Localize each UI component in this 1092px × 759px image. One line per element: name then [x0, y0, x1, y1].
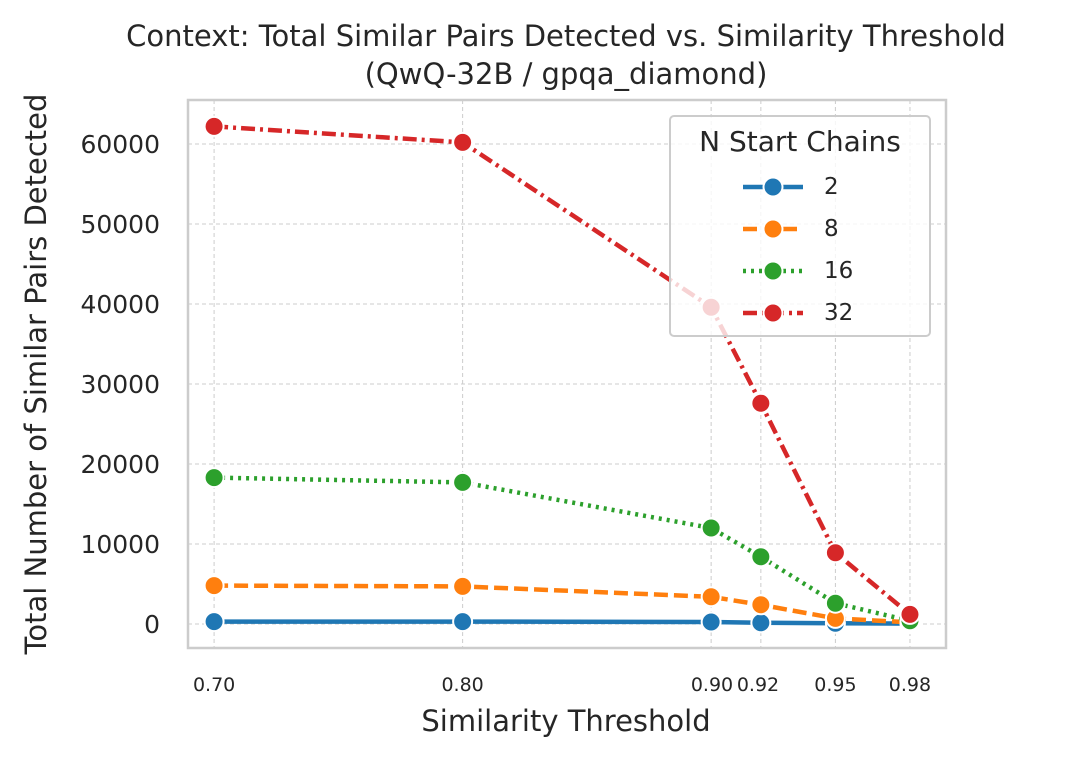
legend-label: 8 — [824, 216, 839, 242]
y-tick-label: 60000 — [80, 130, 160, 159]
data-point-2 — [203, 611, 225, 633]
legend-swatch — [743, 176, 803, 198]
x-tick-label: 0.90 — [691, 674, 733, 696]
chart-title: Context: Total Similar Pairs Detected vs… — [126, 19, 1006, 53]
data-point-8 — [452, 575, 474, 597]
data-point-8 — [700, 586, 722, 608]
data-point-16 — [452, 471, 474, 493]
legend: N Start Chains 2 8 16 32 — [669, 115, 931, 337]
chart-subtitle: (QwQ-32B / gpqa_diamond) — [365, 57, 768, 91]
legend-label: 16 — [824, 258, 854, 284]
data-point-32 — [203, 115, 225, 137]
data-point-16 — [824, 592, 846, 614]
data-point-8 — [203, 575, 225, 597]
legend-marker — [762, 302, 784, 324]
data-point-2 — [700, 611, 722, 633]
data-point-32 — [824, 542, 846, 564]
legend-swatch — [743, 302, 803, 324]
y-tick-label: 20000 — [80, 450, 160, 479]
data-point-2 — [750, 612, 772, 634]
series-line-16 — [214, 475, 911, 623]
axes: 0 10000 20000 30000 40000 50000 60000 0.70 0.80 0… — [80, 98, 948, 696]
legend-entry-16: 16 — [671, 251, 929, 291]
y-tick-label: 10000 — [80, 530, 160, 559]
x-tick-label: 0.95 — [814, 674, 856, 696]
legend-entry-8: 8 — [671, 209, 929, 249]
series-layer — [203, 115, 921, 635]
data-point-16 — [750, 546, 772, 568]
plot-frame — [186, 98, 948, 650]
series-line-8 — [214, 583, 911, 625]
y-tick-label: 30000 — [80, 370, 160, 399]
y-tick-label: 0 — [144, 610, 160, 639]
y-tick-label: 50000 — [80, 210, 160, 239]
x-tick-label: 0.70 — [193, 674, 235, 696]
x-tick-label: 0.92 — [737, 674, 779, 696]
series-line-32 — [213, 124, 912, 617]
data-point-16 — [700, 517, 722, 539]
legend-label: 32 — [824, 300, 854, 326]
data-point-16 — [203, 467, 225, 489]
legend-swatch — [743, 218, 803, 240]
x-tick-label: 0.80 — [441, 674, 483, 696]
data-point-8 — [750, 594, 772, 616]
x-axis-label: Similarity Threshold — [421, 704, 710, 738]
data-point-32 — [899, 603, 921, 625]
legend-marker — [762, 176, 784, 198]
x-tick-label: 0.98 — [889, 674, 931, 696]
data-point-32 — [452, 131, 474, 153]
legend-swatch — [743, 260, 803, 282]
y-tick-label: 40000 — [80, 290, 160, 319]
legend-label: 2 — [824, 174, 839, 200]
legend-entry-2: 2 — [671, 167, 929, 207]
legend-entry-32: 32 — [671, 293, 929, 333]
legend-marker — [762, 260, 784, 282]
series-line-2 — [214, 619, 910, 626]
data-point-32 — [750, 392, 772, 414]
legend-title: N Start Chains — [699, 125, 901, 158]
data-point-2 — [452, 611, 474, 633]
legend-marker — [762, 218, 784, 240]
y-axis-label: Total Number of Similar Pairs Detected — [19, 94, 53, 656]
